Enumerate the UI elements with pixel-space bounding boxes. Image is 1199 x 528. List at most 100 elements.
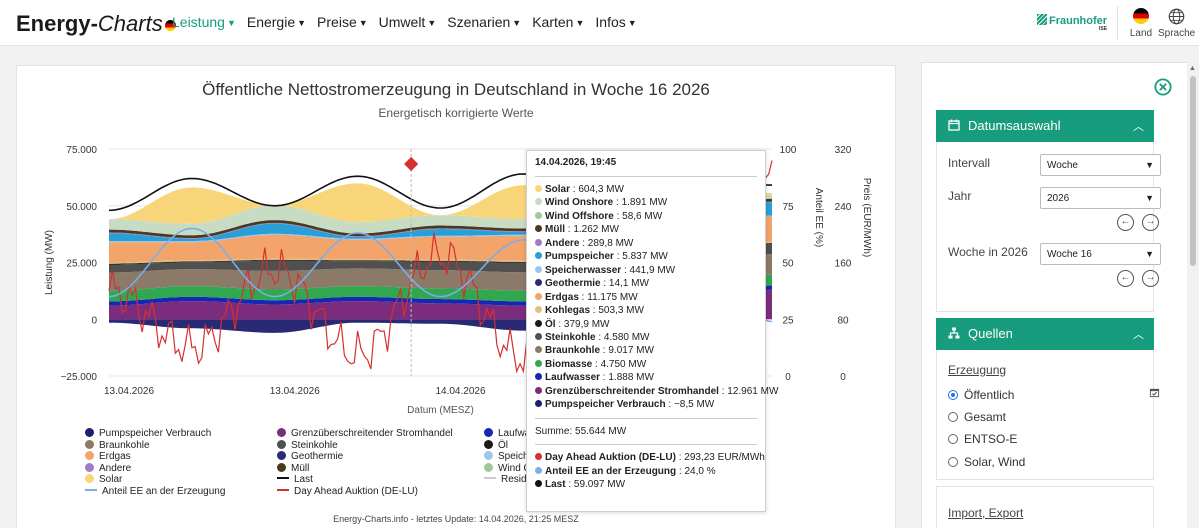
y-tick-label: 0 bbox=[91, 315, 97, 326]
import-export-link[interactable]: Import, Export bbox=[948, 506, 1024, 520]
tooltip-extra-row: Anteil EE an der Erzeugung : 24,0 % bbox=[535, 465, 757, 478]
main-menu: Leistung ▼ Energie ▼ Preise ▼ Umwelt ▼ Szena… bbox=[172, 14, 648, 30]
chart-tooltip: 14.04.2026, 19:45 Solar : 604,3 MW Wind O… bbox=[526, 150, 778, 512]
y2-tick-label: 0 bbox=[785, 372, 791, 383]
quellen-header[interactable]: Quellen ︿ bbox=[936, 318, 1154, 350]
radio-oeffentlich[interactable]: Öffentlich bbox=[948, 388, 1014, 402]
legend-item[interactable]: Solar bbox=[85, 474, 122, 485]
y2-tick-label: 50 bbox=[782, 259, 794, 270]
series-dot-icon bbox=[535, 453, 542, 461]
scroll-up-icon[interactable]: ▲ bbox=[1189, 65, 1196, 72]
nav-infos[interactable]: Infos ▼ bbox=[595, 14, 637, 30]
legend-dot-icon bbox=[85, 439, 94, 449]
nav-energie[interactable]: Energie ▼ bbox=[246, 14, 307, 30]
quellen-title: Quellen bbox=[968, 326, 1013, 341]
legend-item[interactable]: Last bbox=[277, 474, 313, 485]
tooltip-separator bbox=[535, 444, 757, 446]
legend-item[interactable]: Pumpspeicher Verbrauch bbox=[85, 428, 211, 439]
germany-flag-icon bbox=[164, 20, 176, 31]
radio-solar-wind[interactable]: Solar, Wind bbox=[948, 455, 1025, 469]
legend-item[interactable]: Erdgas bbox=[85, 451, 131, 462]
chevron-down-icon: ▼ bbox=[297, 18, 307, 28]
radio-gesamt[interactable]: Gesamt bbox=[948, 410, 1006, 424]
page-scrollbar[interactable]: ▲ bbox=[1187, 62, 1199, 528]
legend-item[interactable]: Andere bbox=[85, 462, 131, 474]
area--l bbox=[109, 243, 772, 265]
legend-item[interactable]: Anteil EE an der Erzeugung bbox=[85, 486, 225, 497]
legend-line-icon bbox=[484, 477, 496, 479]
legend-item[interactable]: Braunkohle bbox=[85, 439, 150, 451]
erzeugung-link[interactable]: Erzeugung bbox=[948, 363, 1007, 377]
language-label: Sprache bbox=[1158, 28, 1196, 39]
tooltip-sum: Summe: 55.644 MW bbox=[535, 425, 627, 437]
tooltip-row: Andere : 289,8 MW bbox=[535, 237, 757, 250]
legend-dot-icon bbox=[484, 428, 493, 437]
y2-tick-label: 25 bbox=[782, 315, 794, 326]
chevron-down-icon: ▼ bbox=[1145, 249, 1154, 259]
intervall-label: Intervall bbox=[948, 156, 991, 170]
legend-dot-icon bbox=[277, 451, 286, 460]
language-selector[interactable]: Sprache bbox=[1158, 6, 1196, 39]
close-circle-icon[interactable] bbox=[1154, 78, 1172, 96]
update-footnote: Energy-Charts.info - letztes Update: 14.… bbox=[333, 514, 579, 524]
x-tick-label: 13.04.2026 bbox=[104, 386, 154, 397]
datumsauswahl-header[interactable]: Datumsauswahl ︿ bbox=[936, 110, 1154, 142]
nav-karten[interactable]: Karten ▼ bbox=[532, 14, 585, 30]
tooltip-row: Solar : 604,3 MW bbox=[535, 183, 757, 196]
x-tick-label: 14.04.2026 bbox=[435, 386, 485, 397]
tooltip-row: Müll : 1.262 MW bbox=[535, 223, 757, 236]
chevron-down-icon: ▼ bbox=[575, 18, 585, 28]
legend-line-icon bbox=[277, 488, 289, 491]
series-dot-icon bbox=[535, 400, 542, 408]
tooltip-extra-row: Day Ahead Auktion (DE-LU) : 293,23 EUR/M… bbox=[535, 451, 765, 464]
series-dot-icon bbox=[535, 225, 542, 233]
calendar-check-icon[interactable] bbox=[1149, 387, 1160, 398]
legend-item[interactable]: Öl bbox=[484, 439, 508, 451]
fraunhofer-logo[interactable]: Fraunhofer ISE bbox=[1037, 14, 1107, 32]
nav-leistung[interactable]: Leistung ▼ bbox=[172, 14, 236, 30]
country-selector[interactable]: Land bbox=[1128, 6, 1154, 39]
datumsauswahl-body: Intervall Woche ▼ Jahr 2026 ▼ ← → Woche in… bbox=[936, 142, 1161, 312]
datumsauswahl-title: Datumsauswahl bbox=[968, 118, 1061, 133]
legend-dot-icon bbox=[277, 439, 286, 449]
chart-title: Öffentliche Nettostromerzeugung in Deuts… bbox=[202, 80, 710, 99]
legend-item[interactable]: Day Ahead Auktion (DE-LU) bbox=[277, 486, 418, 497]
nav-divider bbox=[1117, 6, 1118, 40]
energy-charts-logo[interactable]: Energy-Charts bbox=[16, 11, 176, 37]
legend-item[interactable]: Steinkohle bbox=[277, 439, 338, 451]
jahr-select[interactable]: 2026 ▼ bbox=[1040, 187, 1161, 209]
nav-preise[interactable]: Preise ▼ bbox=[317, 14, 368, 30]
chevron-down-icon: ▼ bbox=[512, 18, 522, 28]
nav-szenarien[interactable]: Szenarien ▼ bbox=[447, 14, 522, 30]
series-dot-icon bbox=[535, 252, 542, 260]
series-dot-icon bbox=[535, 480, 542, 488]
tooltip-row: Wind Onshore : 1.891 MW bbox=[535, 196, 757, 209]
jahr-next-button[interactable]: → bbox=[1142, 214, 1159, 231]
tooltip-row: Kohlegas : 503,3 MW bbox=[535, 304, 757, 317]
tooltip-row: Steinkohle : 4.580 MW bbox=[535, 331, 757, 344]
radio-entsoe[interactable]: ENTSO-E bbox=[948, 432, 1017, 446]
series-dot-icon bbox=[535, 386, 542, 394]
woche-prev-button[interactable]: ← bbox=[1117, 270, 1134, 287]
globe-icon bbox=[1168, 8, 1184, 25]
woche-select[interactable]: Woche 16 ▼ bbox=[1040, 243, 1161, 265]
legend-item[interactable]: Müll bbox=[277, 462, 309, 474]
nav-umwelt[interactable]: Umwelt ▼ bbox=[378, 14, 437, 30]
legend-dot-icon bbox=[277, 428, 286, 437]
y3-axis-title: Preis (EUR/MWh) bbox=[861, 178, 872, 257]
woche-next-button[interactable]: → bbox=[1142, 270, 1159, 287]
legend-item[interactable]: Geothermie bbox=[277, 451, 343, 462]
jahr-prev-button[interactable]: ← bbox=[1117, 214, 1134, 231]
intervall-select[interactable]: Woche ▼ bbox=[1040, 154, 1161, 176]
calendar-icon bbox=[948, 119, 960, 131]
area-kohlegas bbox=[109, 241, 772, 264]
y2-tick-label: 100 bbox=[780, 145, 797, 156]
y2-tick-label: 75 bbox=[782, 202, 794, 213]
tooltip-rows: Solar : 604,3 MW Wind Onshore : 1.891 MW W… bbox=[535, 183, 778, 412]
chevron-down-icon: ▼ bbox=[1145, 160, 1154, 170]
legend-item[interactable]: Laufwasser bbox=[484, 428, 549, 439]
legend-item[interactable]: Grenzüberschreitender Stromhandel bbox=[277, 428, 453, 439]
scrollbar-thumb[interactable] bbox=[1190, 76, 1196, 266]
y-tick-label: −25.000 bbox=[61, 372, 98, 383]
y-tick-label: 25.000 bbox=[66, 259, 97, 270]
